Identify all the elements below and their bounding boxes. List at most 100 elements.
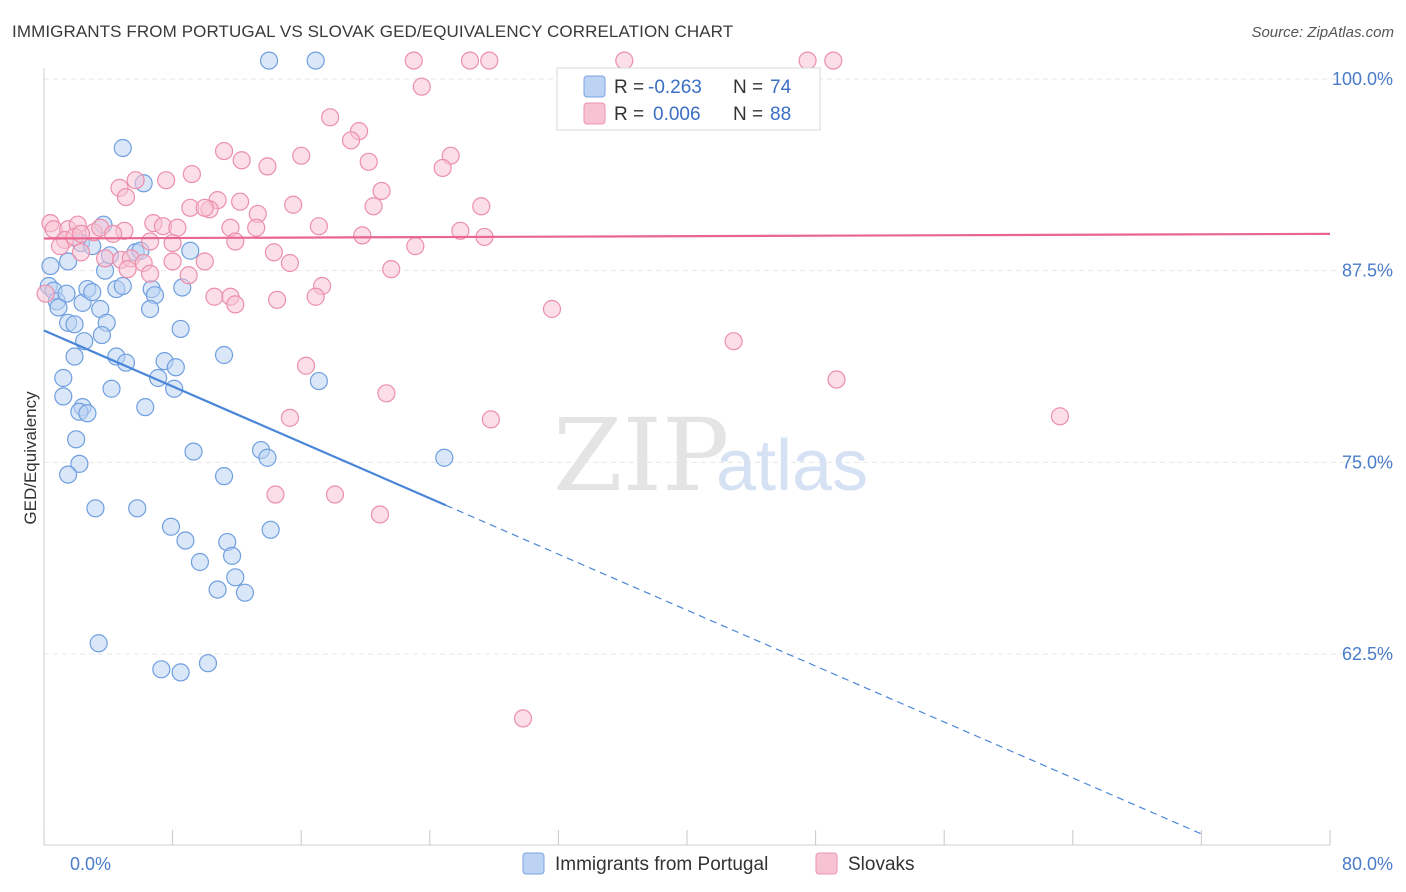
y-tick-label-2: 87.5% [1342, 261, 1393, 281]
y-tick-label-0: 62.5% [1342, 644, 1393, 664]
portugal-point-44 [136, 398, 155, 417]
slovak-point-68 [140, 264, 160, 283]
slovak-point-67 [118, 260, 137, 279]
slovak-point-17 [433, 158, 452, 178]
slovak-point-66 [280, 253, 300, 273]
slovak-point-33 [309, 217, 328, 236]
slovak-point-27 [364, 197, 383, 216]
bottom-legend: Immigrants from Portugal Slovaks [522, 852, 915, 875]
slovak-point-45 [247, 218, 266, 237]
slovak-point-64 [163, 252, 182, 271]
portugal-point-38 [54, 368, 73, 388]
slovak-point-19 [126, 171, 145, 190]
watermark-zip: ZIP [553, 397, 729, 514]
portugal-point-65 [222, 546, 242, 565]
legend-swatch-pink [583, 102, 606, 125]
slovak-point-1 [460, 51, 480, 70]
portugal-point-73 [198, 654, 218, 673]
portugal-point-2 [113, 138, 132, 158]
legend-r-label-2: R = [614, 104, 644, 125]
slovak-point-87 [325, 485, 345, 504]
legend-r-label-1: R = [614, 77, 644, 98]
portugal-point-30 [171, 319, 190, 339]
slovak-point-22 [116, 187, 136, 207]
slovak-point-15 [232, 151, 251, 170]
slovak-point-56 [264, 243, 283, 262]
slovak-point-83 [1050, 407, 1070, 426]
portugal-point-67 [226, 568, 245, 587]
bottom-legend-swatch-blue [522, 852, 545, 875]
portugal-point-55 [214, 467, 234, 486]
slovak-point-25 [284, 195, 303, 214]
portugal-point-4 [41, 256, 60, 276]
slovak-point-75 [267, 290, 287, 309]
slovak-point-72 [36, 284, 55, 303]
portugal-point-35 [65, 315, 84, 334]
portugal-point-72 [171, 663, 190, 682]
slovak-point-11 [214, 141, 234, 161]
slovak-point-16 [258, 157, 277, 176]
slovak-point-55 [226, 232, 245, 251]
portugal-point-22 [113, 276, 132, 296]
slovak-point-26 [372, 181, 391, 201]
portugal-point-51 [67, 430, 86, 449]
portugal-point-34 [92, 325, 111, 345]
legend-n-value-1: 74 [770, 77, 792, 98]
slovak-point-43 [168, 218, 187, 237]
portugal-point-1 [306, 51, 325, 70]
slovak-point-4 [798, 51, 817, 70]
slovak-point-59 [71, 243, 91, 262]
portugal-point-61 [161, 517, 181, 536]
portugal-point-49 [214, 345, 234, 365]
slovak-point-5 [824, 51, 843, 70]
portugal-point-52 [70, 454, 89, 473]
slovak-point-70 [382, 260, 401, 279]
slovak-point-73 [205, 287, 224, 306]
top-legend: R = -0.263 N = 74 R = 0.006 N = 88 [556, 67, 821, 131]
y-axis-label: GED/Equivalency [21, 391, 40, 525]
portugal-point-43 [102, 379, 121, 398]
watermark: ZIP atlas [553, 397, 868, 514]
portugal-point-66 [261, 520, 280, 539]
portugal-point-39 [54, 387, 73, 406]
trend-lines [43, 232, 1331, 835]
slovak-point-0 [404, 51, 423, 70]
portugal-trend-extension [445, 504, 1202, 835]
slovak-point-3 [615, 51, 634, 70]
portugal-point-62 [176, 531, 195, 550]
x-tick-label-max: 80.0% [1342, 854, 1393, 874]
bottom-legend-label-slovaks: Slovaks [848, 854, 915, 875]
y-tick-label-3: 100.0% [1332, 69, 1393, 89]
portugal-point-69 [235, 583, 255, 602]
x-tick-marks [43, 830, 1331, 845]
portugal-point-57 [258, 448, 277, 467]
portugal-point-58 [86, 499, 105, 518]
slovak-point-47 [451, 221, 470, 240]
legend-r-value-1: -0.263 [648, 77, 702, 98]
portugal-point-29 [181, 241, 200, 260]
slovak-point-86 [266, 485, 285, 504]
slovak-point-53 [140, 232, 160, 251]
slovak-point-78 [542, 299, 562, 319]
slovak-point-18 [182, 164, 201, 184]
portugal-point-60 [435, 448, 454, 467]
slovak-point-51 [71, 224, 91, 243]
slovak-point-69 [179, 266, 198, 285]
slovak-point-65 [195, 252, 214, 271]
portugal-point-9 [59, 252, 78, 271]
portugal-point-70 [89, 634, 108, 653]
portugal-point-13 [49, 298, 68, 317]
slovak-point-8 [321, 108, 340, 127]
portugal-point-68 [208, 580, 227, 599]
slovak-point-76 [306, 287, 325, 306]
portugal-point-0 [259, 51, 279, 70]
portugal-trend-line [43, 329, 447, 507]
slovak-point-81 [827, 370, 846, 389]
data-points [36, 51, 1070, 728]
slovak-point-84 [280, 408, 300, 427]
portugal-point-47 [166, 358, 185, 377]
slovak-point-58 [50, 237, 70, 256]
slovak-point-88 [370, 505, 390, 524]
slovak-point-80 [296, 356, 316, 375]
portugal-point-53 [59, 465, 78, 484]
